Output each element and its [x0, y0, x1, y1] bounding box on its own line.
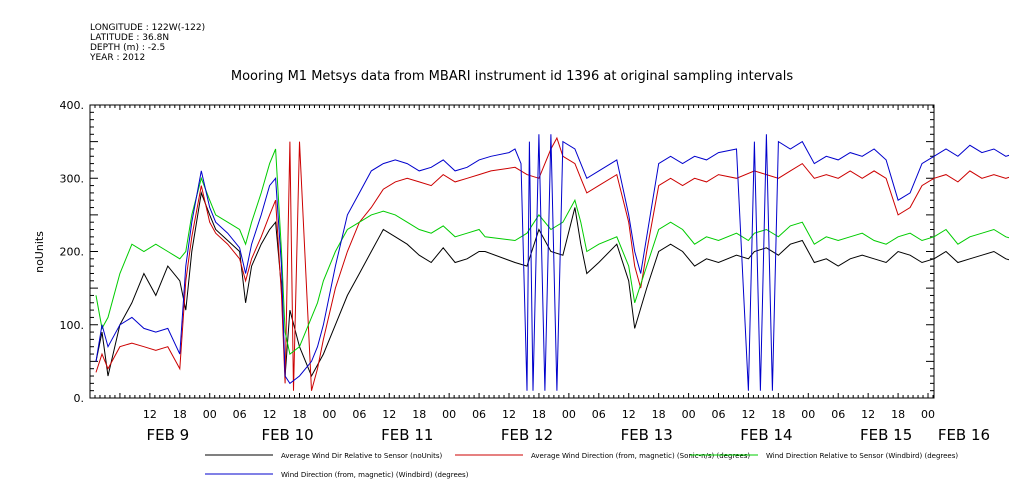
y-axis-label: noUnits: [33, 231, 46, 273]
y-tick-label: 300.: [60, 172, 85, 185]
x-day-label: FEB 11: [381, 426, 433, 444]
y-tick-label: 200.: [60, 246, 85, 259]
x-hour-label: 00: [562, 408, 576, 421]
x-day-label: FEB 16: [938, 426, 990, 444]
x-hour-label: 12: [382, 408, 396, 421]
x-hour-label: 00: [442, 408, 456, 421]
x-hour-label: 06: [472, 408, 486, 421]
x-hour-label: 12: [861, 408, 875, 421]
y-tick-label: 0.: [74, 392, 85, 405]
x-hour-label: 06: [233, 408, 247, 421]
x-hour-label: 06: [592, 408, 606, 421]
x-day-label: FEB 9: [146, 426, 189, 444]
plot-area: 0. 100. 200. 300. 400. 12 18 00 06 12 18 00 06 12 18 00…: [60, 99, 1009, 444]
x-hour-label: 18: [652, 408, 666, 421]
x-day-label: FEB 14: [740, 426, 792, 444]
x-hour-label: 06: [831, 408, 845, 421]
x-hour-label: 12: [502, 408, 516, 421]
x-hour-label: 12: [622, 408, 636, 421]
x-hour-label: 00: [322, 408, 336, 421]
x-day-label: FEB 12: [501, 426, 553, 444]
x-hour-label: 06: [352, 408, 366, 421]
series-line-3: [95, 148, 1009, 355]
legend-label-4: Wind Direction (from, magnetic) (Windbir…: [281, 471, 469, 479]
x-hour-label: 18: [891, 408, 905, 421]
chart-title: Mooring M1 Metsys data from MBARI instru…: [231, 69, 793, 84]
plot-frame: [89, 104, 935, 399]
x-day-label: FEB 10: [261, 426, 313, 444]
x-hour-label: 18: [412, 408, 426, 421]
longitude-label: LONGITUDE : 122W(-122): [90, 23, 205, 33]
depth-label: DEPTH (m) : -2.5: [90, 43, 165, 53]
x-hour-label: 18: [532, 408, 546, 421]
x-day-label: FEB 15: [860, 426, 912, 444]
y-tick-label: 400.: [60, 99, 85, 112]
x-hour-label: 00: [921, 408, 935, 421]
x-hour-label: 00: [682, 408, 696, 421]
x-day-label: FEB 13: [621, 426, 673, 444]
x-hour-label: 12: [143, 408, 157, 421]
series-line-1: [95, 190, 1009, 378]
x-hour-label: 00: [203, 408, 217, 421]
legend-label-2: Average Wind Direction (from, magnetic) …: [531, 452, 750, 460]
x-hour-label: 12: [263, 408, 277, 421]
latitude-label: LATITUDE : 36.8N: [90, 33, 169, 43]
legend-label-3: Wind Direction Relative to Sensor (Windb…: [766, 452, 958, 460]
x-hour-label: 18: [771, 408, 785, 421]
x-hour-label: 06: [712, 408, 726, 421]
x-hour-label: 18: [293, 408, 307, 421]
x-hour-label: 12: [741, 408, 755, 421]
legend: Average Wind Dir Relative to Sensor (noU…: [205, 452, 958, 479]
legend-label-1: Average Wind Dir Relative to Sensor (noU…: [281, 452, 442, 460]
year-label: YEAR : 2012: [89, 53, 145, 63]
x-hour-label: 18: [173, 408, 187, 421]
series-line-2: [95, 136, 1009, 391]
series-line-4: [95, 134, 1009, 391]
y-tick-label: 100.: [60, 319, 85, 332]
x-hour-label: 00: [801, 408, 815, 421]
